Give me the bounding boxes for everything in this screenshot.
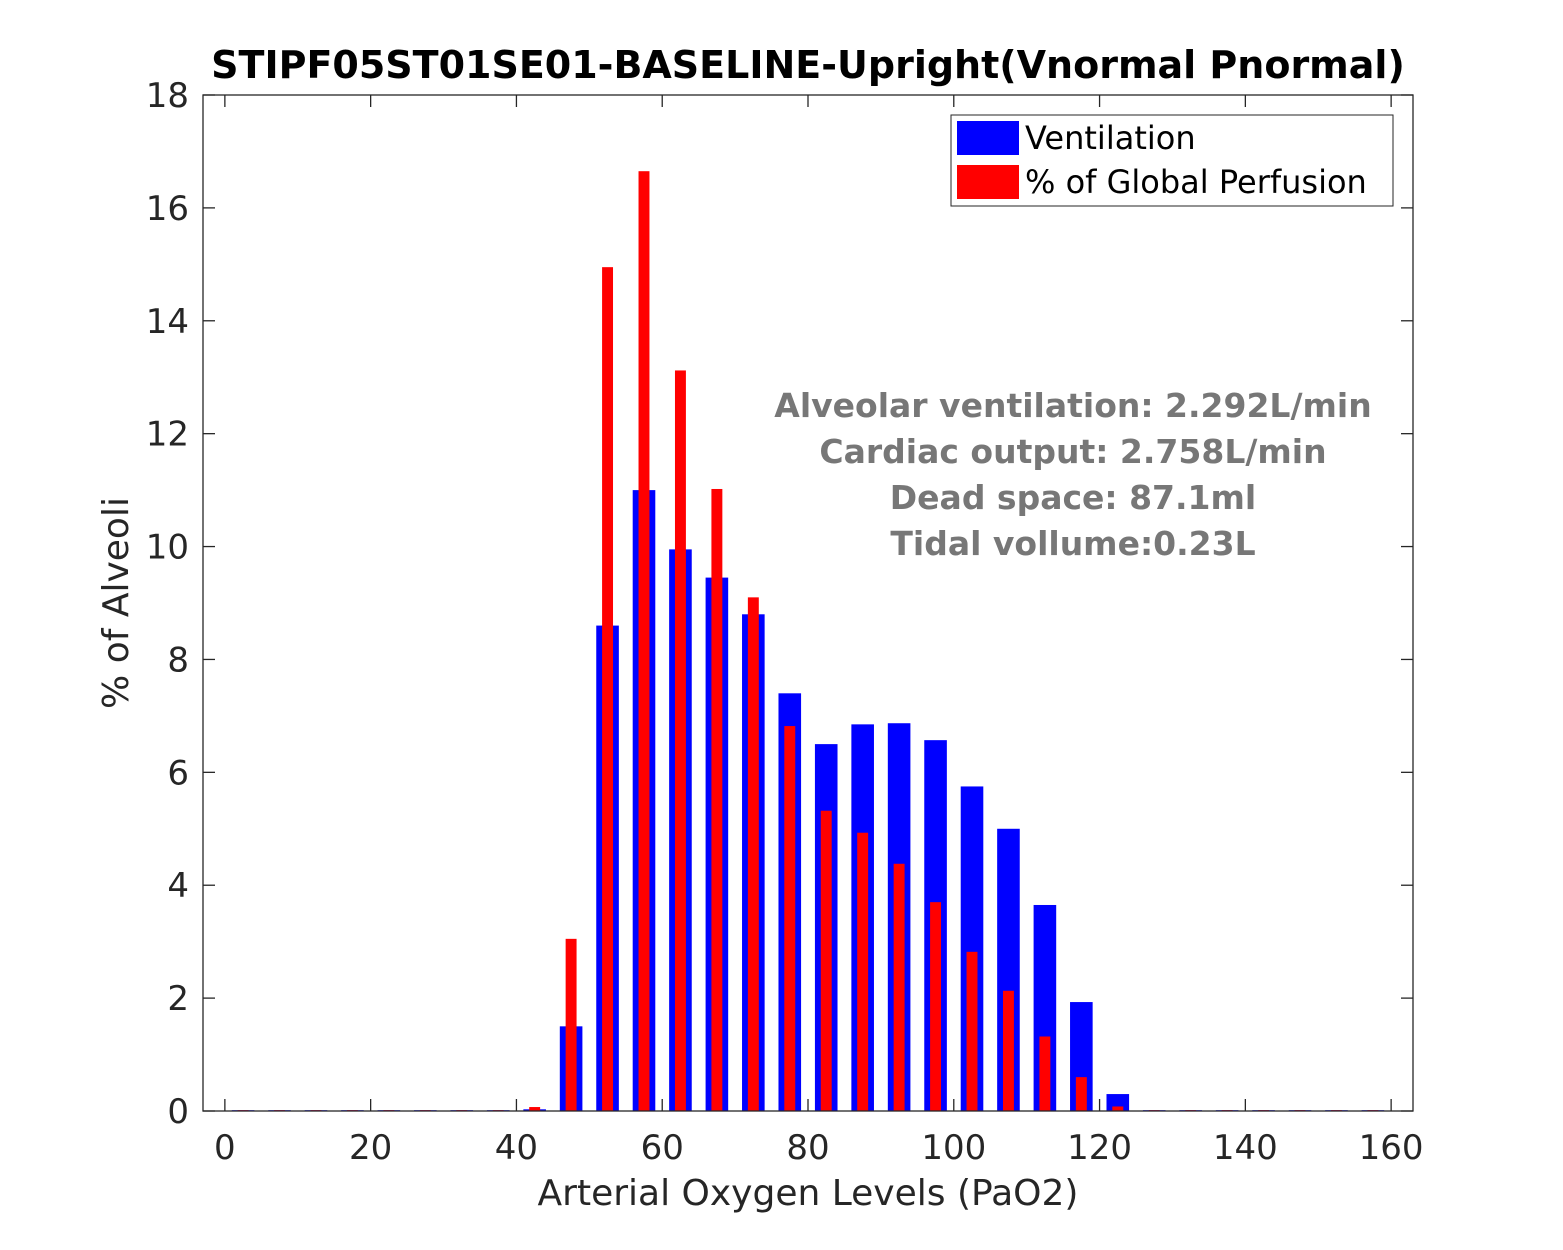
y-tick-label: 8 (167, 640, 189, 680)
perfusion-bar (638, 171, 650, 1111)
legend: Ventilation % of Global Perfusion (950, 114, 1394, 207)
perfusion-bar (820, 810, 832, 1111)
ticks-layer: 0 20 40 60 80 100 120 140 160 0 2 4 6 8 10 12 14 16 18 (146, 76, 1424, 1168)
y-axis-label: % of Alveoli (96, 497, 137, 709)
y-tick-label: 2 (167, 979, 189, 1019)
y-tick-label: 6 (167, 753, 189, 793)
y-tick-label: 16 (146, 189, 189, 229)
y-tick-label: 4 (167, 866, 189, 906)
y-tick-label: 14 (146, 302, 189, 342)
y-tick-label: 12 (146, 415, 189, 455)
bars-layer (231, 171, 1385, 1112)
perfusion-bar (711, 488, 723, 1112)
legend-label-perfusion: % of Global Perfusion (1025, 163, 1367, 201)
y-tick-label: 18 (146, 76, 189, 116)
perfusion-bar (674, 370, 686, 1112)
annotation-alveolar-ventilation: Alveolar ventilation: 2.292L/min (774, 386, 1371, 425)
y-tick-label: 0 (167, 1092, 189, 1132)
perfusion-bar (602, 267, 614, 1112)
perfusion-bar (784, 726, 796, 1111)
x-tick-label: 120 (1067, 1128, 1132, 1168)
perfusion-bar (893, 863, 905, 1111)
annotation-tidal-volume: Tidal vollume:0.23L (890, 524, 1255, 563)
perfusion-bar (1039, 1036, 1051, 1111)
perfusion-bar (747, 597, 759, 1111)
x-tick-label: 100 (921, 1128, 986, 1168)
perfusion-bar (565, 938, 577, 1111)
annotation-block: Alveolar ventilation: 2.292L/min Cardiac… (774, 386, 1371, 563)
x-tick-label: 160 (1359, 1128, 1424, 1168)
x-tick-label: 80 (786, 1128, 829, 1168)
x-tick-label: 60 (641, 1128, 684, 1168)
perfusion-bar (529, 1107, 541, 1111)
perfusion-bar (857, 832, 869, 1111)
ventilation-bar (960, 786, 984, 1111)
perfusion-bar (930, 902, 942, 1111)
perfusion-bar (1002, 990, 1014, 1111)
x-tick-label: 0 (214, 1128, 236, 1168)
legend-box (950, 114, 1394, 207)
legend-label-ventilation: Ventilation (1025, 119, 1196, 157)
ventilation-bar (1106, 1094, 1130, 1111)
chart-title: STIPF05ST01SE01-BASELINE-Upright(Vnormal… (211, 43, 1405, 87)
x-axis-label: Arterial Oxygen Levels (PaO2) (538, 1173, 1079, 1214)
ventilation-bar (1033, 904, 1057, 1111)
perfusion-bar (1075, 1077, 1087, 1111)
ventilation-bar (997, 828, 1020, 1111)
x-tick-label: 40 (495, 1128, 538, 1168)
ventilation-bar (1070, 1002, 1093, 1111)
perfusion-bar (966, 951, 978, 1111)
y-tick-label: 10 (146, 528, 189, 568)
annotation-dead-space: Dead space: 87.1ml (890, 478, 1256, 517)
legend-swatch-perfusion (957, 165, 1019, 199)
perfusion-bar (1112, 1106, 1124, 1111)
x-tick-label: 140 (1213, 1128, 1278, 1168)
plot-area (203, 95, 1413, 1111)
x-tick-label: 20 (349, 1128, 392, 1168)
annotation-cardiac-output: Cardiac output: 2.758L/min (819, 432, 1326, 471)
legend-swatch-ventilation (957, 121, 1019, 155)
